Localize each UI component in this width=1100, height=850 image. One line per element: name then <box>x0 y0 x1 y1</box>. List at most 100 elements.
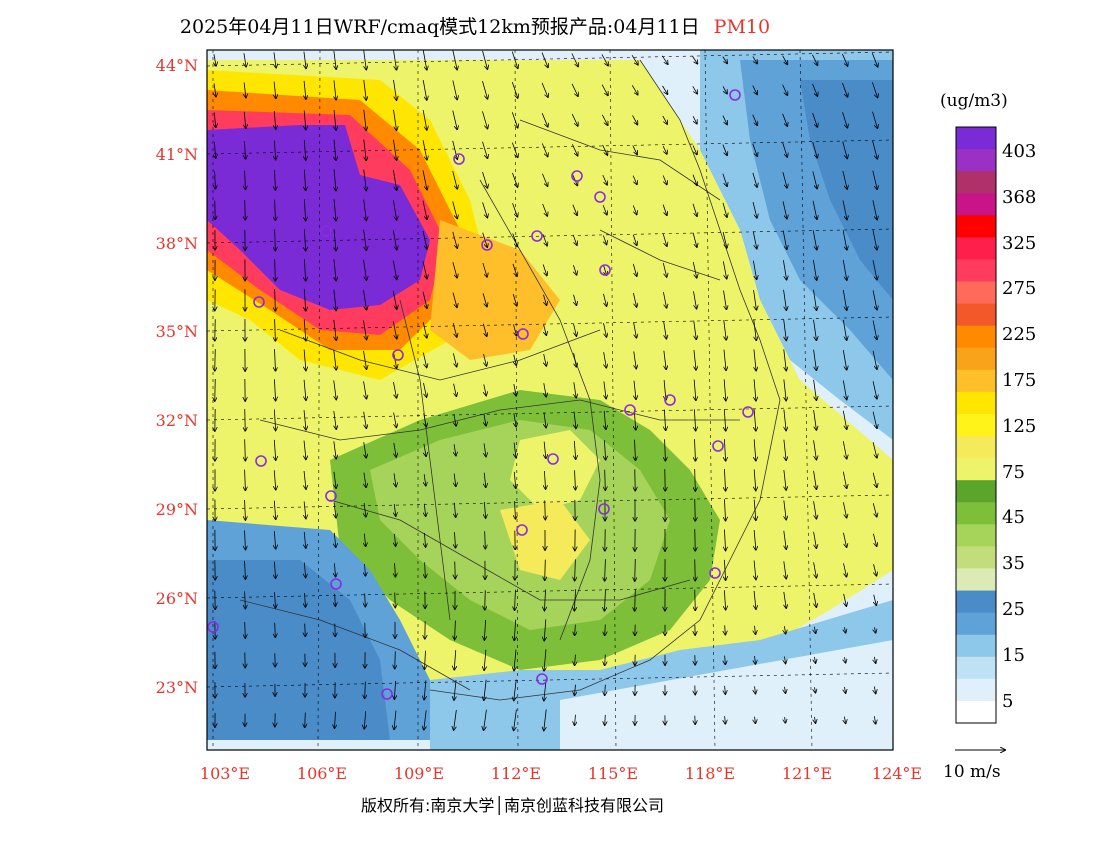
wind-vector <box>782 55 788 65</box>
wind-vector <box>812 200 817 219</box>
wind-vector <box>274 379 275 400</box>
wind-vector <box>363 350 366 369</box>
wind-vector <box>572 204 577 216</box>
colorbar-label: 225 <box>1002 324 1037 346</box>
wind-vector <box>333 380 337 399</box>
colorbar-swatch <box>956 480 996 503</box>
wind-vector <box>842 350 846 370</box>
colorbar-swatch <box>956 237 996 260</box>
wind-vector <box>274 470 275 490</box>
wind-vector <box>514 413 516 426</box>
wind-vector <box>635 439 636 461</box>
wind-vector <box>245 200 246 220</box>
wind-vector <box>392 260 397 280</box>
wind-vector <box>392 199 396 220</box>
wind-vector <box>544 383 546 397</box>
wind-vector <box>753 319 756 341</box>
wind-vectors <box>214 50 878 730</box>
wind-vector <box>544 589 545 610</box>
wind-vector <box>575 654 576 666</box>
wind-vector <box>813 289 816 311</box>
wind-vector <box>574 323 577 336</box>
wind-vector <box>722 173 727 186</box>
wind-vector <box>304 80 306 99</box>
wind-vector <box>724 559 725 580</box>
colorbar-swatch <box>956 347 996 371</box>
wind-vector <box>692 116 697 123</box>
wind-vector <box>394 503 396 516</box>
colorbar-swatch <box>956 656 996 680</box>
copyright: 版权所有:南京大学│南京创蓝科技有限公司 <box>361 796 665 815</box>
wind-vector <box>483 353 487 366</box>
wind-vector <box>245 439 246 460</box>
wind-vector <box>604 410 606 429</box>
wind-vector <box>602 205 607 214</box>
wind-vector <box>334 259 336 280</box>
wind-vector <box>274 81 276 99</box>
wind-vector <box>874 594 877 605</box>
wind-vector <box>304 501 306 518</box>
wind-vector <box>482 171 488 188</box>
wind-vector <box>754 560 756 579</box>
wind-vector <box>872 503 876 517</box>
wind-vector <box>304 470 306 489</box>
wind-vector <box>455 620 456 639</box>
wind-vector <box>632 205 636 215</box>
wind-vector <box>275 169 276 190</box>
wind-vector <box>304 139 305 160</box>
colorbar-swatch <box>956 678 996 702</box>
wind-vector <box>484 679 486 701</box>
wind-vector <box>871 53 877 67</box>
wind-vector <box>393 109 396 130</box>
wind-vector <box>872 290 877 309</box>
wind-vector <box>694 350 696 370</box>
colorbar-swatch <box>956 303 996 327</box>
wind-vector <box>452 110 457 130</box>
lat-label: 26°N <box>155 589 198 608</box>
colorbar-swatch <box>956 436 996 459</box>
station-marker <box>709 567 721 579</box>
wind-vector <box>842 53 847 66</box>
wind-vector <box>424 710 426 730</box>
wind-vector <box>335 711 336 728</box>
concentration-field <box>207 50 893 750</box>
wind-vector <box>514 471 515 488</box>
wind-vector <box>395 592 396 607</box>
wind-vector <box>662 145 667 154</box>
wind-vector <box>785 686 786 693</box>
wind-vector <box>692 56 698 63</box>
wind-vector <box>843 532 846 547</box>
wind-vector <box>513 324 516 335</box>
wind-vector <box>692 145 697 155</box>
wind-vector <box>782 260 786 280</box>
wind-vector <box>873 564 877 575</box>
wind-vector <box>542 264 547 276</box>
wind-vector <box>605 469 606 490</box>
wind-vector <box>571 53 578 67</box>
wind-vector <box>725 685 726 694</box>
wind-vector <box>274 409 275 431</box>
lat-label: 32°N <box>155 411 198 430</box>
wind-vector <box>485 531 486 548</box>
wind-vector <box>275 229 276 250</box>
colorbar-label: 25 <box>1002 599 1025 620</box>
wind-vector <box>304 349 306 371</box>
wind-vector <box>784 530 786 549</box>
wind-vector <box>364 711 365 729</box>
wind-vector <box>692 86 697 93</box>
station-marker <box>594 191 606 203</box>
colorbar-swatch <box>956 590 996 614</box>
wind-vector <box>722 144 727 156</box>
wind-vector <box>334 169 336 190</box>
wind-vector <box>815 687 816 693</box>
wind-vector <box>574 353 577 367</box>
wind-vector <box>844 716 845 724</box>
wind-vector <box>755 625 756 635</box>
wind-vector <box>422 322 427 338</box>
wind-vector <box>874 716 875 724</box>
colorbar-swatch <box>956 149 996 172</box>
wind-vector <box>605 714 606 725</box>
wind-vector <box>664 350 666 370</box>
wind-vector <box>663 321 667 338</box>
wind-vector <box>842 380 846 399</box>
